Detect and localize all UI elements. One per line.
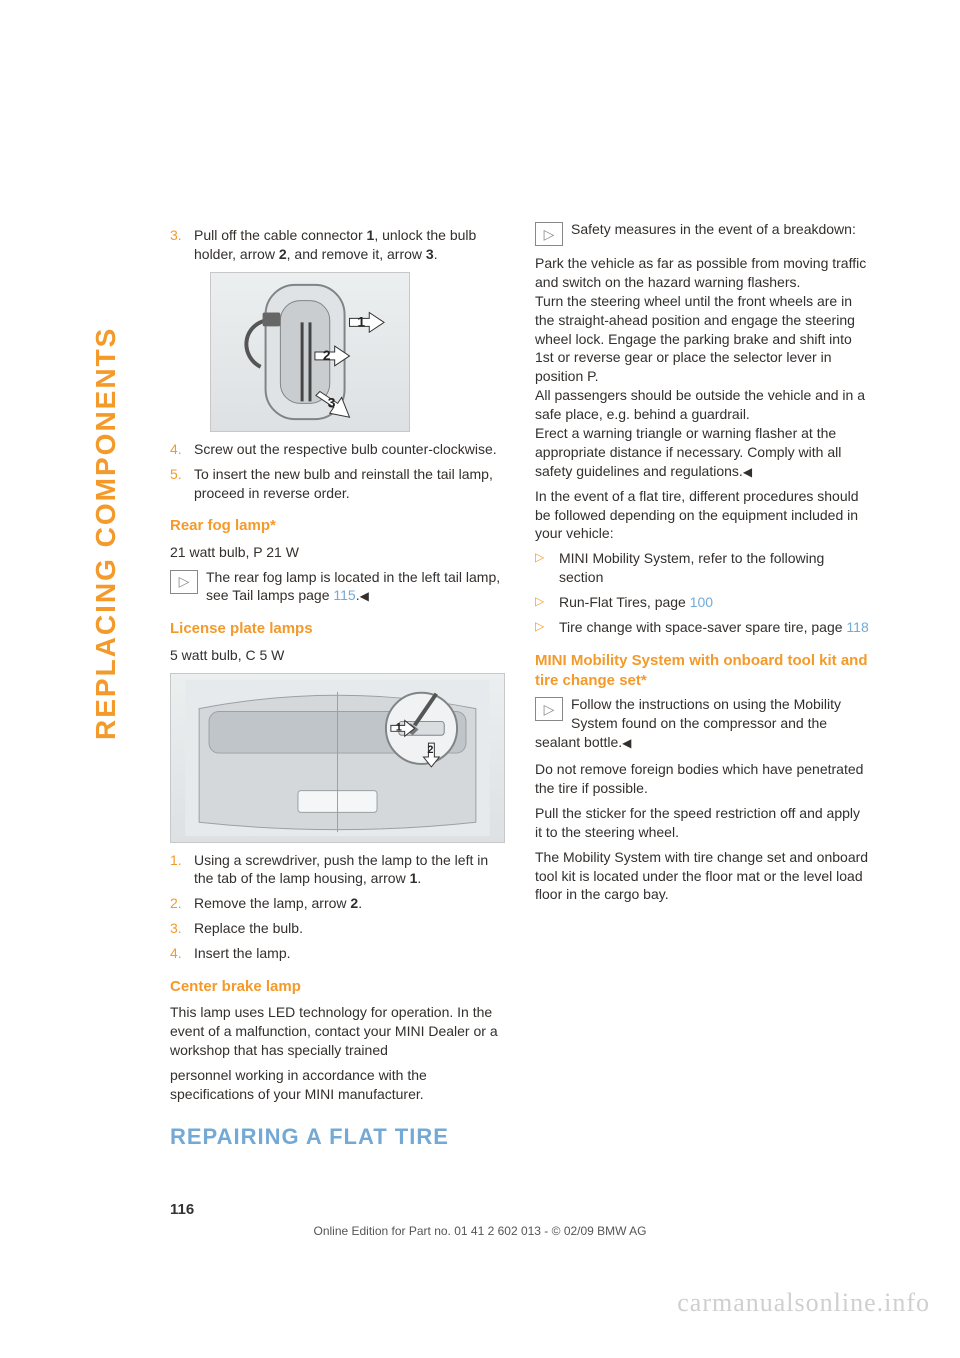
note-mobility-system: ▷ Follow the instructions on using the M…	[535, 695, 870, 752]
bold-ref: 2	[279, 246, 287, 262]
page-number: 116	[170, 1201, 194, 1218]
note-text: The rear fog lamp is located in the left…	[206, 569, 500, 604]
section-tab: REPLACING COMPONENTS	[90, 220, 130, 740]
step-text: Pull off the cable connector 1, unlock t…	[194, 226, 505, 264]
tail-lamp-steps-continued: 3. Pull off the cable connector 1, unloc…	[170, 226, 505, 264]
step-number: 1.	[170, 851, 194, 889]
figure-license-plate-lamp: 1 2	[170, 673, 505, 843]
t: , and remove it, arrow	[287, 246, 426, 262]
step-number: 5.	[170, 465, 194, 503]
triangle-icon: ▷	[179, 572, 190, 591]
note-icon: ▷	[535, 697, 563, 721]
note-icon: ▷	[170, 570, 198, 594]
svg-text:3: 3	[328, 394, 336, 410]
note-text: Follow the instructions on using the Mob…	[535, 696, 841, 750]
content-columns: 3. Pull off the cable connector 1, unloc…	[170, 220, 870, 1180]
list-item-text: Run-Flat Tires, page 100	[559, 593, 870, 612]
heading-center-brake-lamp: Center brake lamp	[170, 977, 505, 997]
step-number: 3.	[170, 226, 194, 264]
note-icon: ▷	[535, 222, 563, 246]
triangle-icon: ▷	[544, 225, 555, 244]
bullet-icon: ▷	[535, 618, 559, 637]
bold-ref: 3	[426, 246, 434, 262]
t: Tire change with space-saver spare tire,…	[559, 619, 846, 635]
step-number: 4.	[170, 944, 194, 963]
step-number: 2.	[170, 894, 194, 913]
footer-text: Online Edition for Part no. 01 41 2 602 …	[0, 1224, 960, 1238]
svg-text:1: 1	[357, 313, 365, 329]
end-mark-icon: ◀	[622, 736, 631, 750]
paragraph: This lamp uses LED technology for operat…	[170, 1003, 505, 1060]
license-plate-steps: 1. Using a screwdriver, push the lamp to…	[170, 851, 505, 963]
svg-text:1: 1	[396, 721, 402, 733]
paragraph-continuation: personnel working in accordance with the…	[170, 1066, 505, 1104]
manual-page: REPLACING COMPONENTS 3. Pull off the cab…	[0, 0, 960, 1358]
step-text: Using a screwdriver, push the lamp to th…	[194, 851, 505, 889]
bulb-spec: 21 watt bulb, P 21 W	[170, 543, 505, 562]
svg-text:2: 2	[427, 744, 433, 756]
step-text: To insert the new bulb and reinstall the…	[194, 465, 505, 503]
note-rear-fog: ▷ The rear fog lamp is located in the le…	[170, 568, 505, 606]
list-item-text: MINI Mobility System, refer to the follo…	[559, 549, 870, 587]
watermark: carmanualsonline.info	[677, 1288, 930, 1318]
step-text: Insert the lamp.	[194, 944, 505, 963]
t: Remove the lamp, arrow	[194, 895, 350, 911]
bullet-icon: ▷	[535, 549, 559, 587]
page-link[interactable]: 115	[333, 587, 355, 603]
tail-lamp-steps-4-5: 4. Screw out the respective bulb counter…	[170, 440, 505, 503]
paragraph: In the event of a flat tire, different p…	[535, 487, 870, 544]
triangle-icon: ▷	[544, 700, 555, 719]
t: Using a screwdriver, push the lamp to th…	[194, 852, 488, 887]
step-number: 4.	[170, 440, 194, 459]
paragraph: The Mobility System with tire change set…	[535, 848, 870, 905]
svg-text:2: 2	[323, 347, 331, 363]
t: Run-Flat Tires, page	[559, 594, 690, 610]
note-text: Safety measures in the event of a breakd…	[571, 221, 856, 237]
t: .	[434, 246, 438, 262]
t: Park the vehicle as far as possible from…	[535, 255, 866, 479]
t: .	[417, 870, 421, 886]
paragraph-block: Park the vehicle as far as possible from…	[535, 254, 870, 481]
page-link[interactable]: 118	[846, 619, 868, 635]
paragraph: Do not remove foreign bodies which have …	[535, 760, 870, 798]
figure-tail-lamp-connector: 1 2 3	[210, 272, 410, 432]
list-item-text: Tire change with space-saver spare tire,…	[559, 618, 870, 637]
bullet-icon: ▷	[535, 593, 559, 612]
flat-tire-options-list: ▷ MINI Mobility System, refer to the fol…	[535, 549, 870, 637]
step-number: 3.	[170, 919, 194, 938]
t: .	[358, 895, 362, 911]
note-safety-breakdown: ▷ Safety measures in the event of a brea…	[535, 220, 870, 246]
bulb-spec: 5 watt bulb, C 5 W	[170, 646, 505, 665]
end-mark-icon: ◀	[743, 465, 752, 479]
step-text: Replace the bulb.	[194, 919, 505, 938]
step-text: Screw out the respective bulb counter-cl…	[194, 440, 505, 459]
page-link[interactable]: 100	[690, 594, 713, 610]
heading-mini-mobility-system: MINI Mobility System with onboard tool k…	[535, 651, 870, 692]
end-mark-icon: ◀	[360, 589, 369, 603]
heading-rear-fog-lamp: Rear fog lamp*	[170, 516, 505, 536]
t: Follow the instructions on using the Mob…	[535, 696, 841, 750]
heading-repairing-flat-tire: REPAIRING A FLAT TIRE	[170, 1122, 505, 1152]
paragraph: Pull the sticker for the speed restricti…	[535, 804, 870, 842]
step-text: Remove the lamp, arrow 2.	[194, 894, 505, 913]
t: Pull off the cable connector	[194, 227, 367, 243]
heading-license-plate-lamps: License plate lamps	[170, 619, 505, 639]
